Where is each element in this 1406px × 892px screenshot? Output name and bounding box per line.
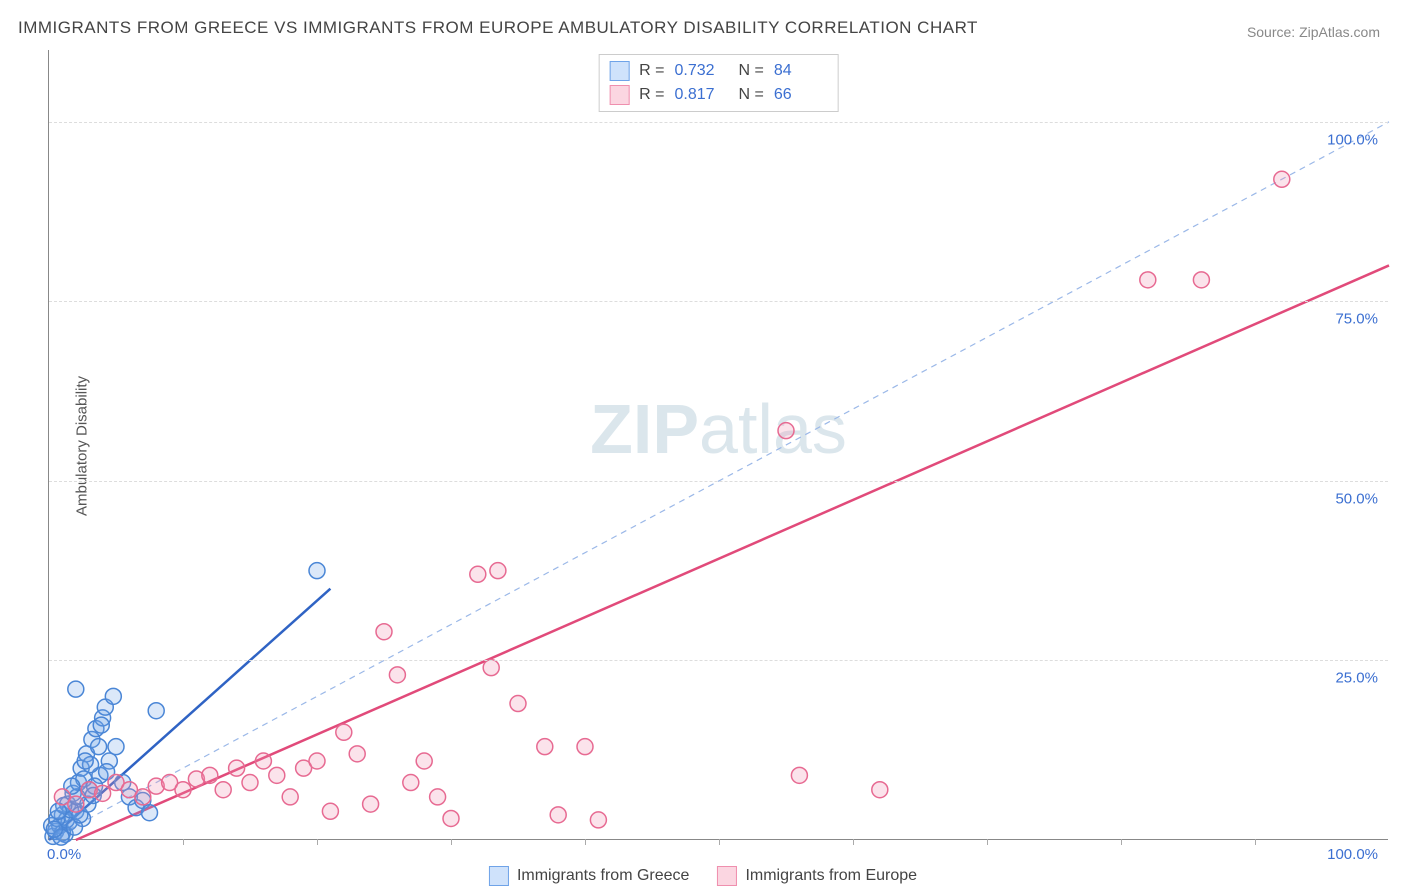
y-tick-label: 100.0% bbox=[1327, 131, 1378, 148]
r-value: 0.732 bbox=[675, 62, 729, 80]
n-label: N = bbox=[739, 86, 764, 104]
x-tick-mark bbox=[317, 839, 318, 845]
gridline bbox=[49, 481, 1388, 482]
x-tick-hundred: 100.0% bbox=[1327, 846, 1378, 863]
legend-swatch bbox=[609, 61, 629, 81]
gridline bbox=[49, 660, 1388, 661]
legend-item: Immigrants from Greece bbox=[489, 866, 689, 886]
x-tick-mark bbox=[987, 839, 988, 845]
y-tick-label: 50.0% bbox=[1335, 490, 1378, 507]
chart-title: IMMIGRANTS FROM GREECE VS IMMIGRANTS FRO… bbox=[18, 18, 978, 38]
y-tick-label: 75.0% bbox=[1335, 311, 1378, 328]
x-tick-zero: 0.0% bbox=[47, 846, 81, 863]
x-tick-mark bbox=[1121, 839, 1122, 845]
gridline bbox=[49, 122, 1388, 123]
gridline bbox=[49, 301, 1388, 302]
x-tick-mark bbox=[451, 839, 452, 845]
legend-label: Immigrants from Europe bbox=[745, 867, 917, 885]
n-label: N = bbox=[739, 62, 764, 80]
source-attribution: Source: ZipAtlas.com bbox=[1247, 24, 1380, 40]
r-value: 0.817 bbox=[675, 86, 729, 104]
legend-label: Immigrants from Greece bbox=[517, 867, 689, 885]
legend-item: Immigrants from Europe bbox=[717, 866, 917, 886]
x-tick-mark bbox=[585, 839, 586, 845]
legend-row: R = 0.732 N = 84 bbox=[609, 59, 828, 83]
legend-swatch bbox=[609, 85, 629, 105]
scatter-plot: ZIPatlas R =0.732N =84R =0.817N =66 0.0%… bbox=[48, 50, 1388, 840]
legend-swatch bbox=[717, 866, 737, 886]
x-tick-mark bbox=[719, 839, 720, 845]
r-label: R = bbox=[639, 62, 664, 80]
y-tick-label: 25.0% bbox=[1335, 670, 1378, 687]
correlation-legend: R = 0.732 N = 84 R = 0.817 N = 66 bbox=[598, 54, 839, 112]
x-tick-mark bbox=[1255, 839, 1256, 845]
x-tick-mark bbox=[183, 839, 184, 845]
n-value: 66 bbox=[774, 86, 828, 104]
legend-row: R = 0.817 N = 66 bbox=[609, 83, 828, 107]
legend-swatch bbox=[489, 866, 509, 886]
series-legend: Immigrants from Greece Immigrants from Eu… bbox=[489, 866, 917, 886]
x-tick-mark bbox=[853, 839, 854, 845]
n-value: 84 bbox=[774, 62, 828, 80]
plot-svg bbox=[49, 50, 1388, 839]
r-label: R = bbox=[639, 86, 664, 104]
